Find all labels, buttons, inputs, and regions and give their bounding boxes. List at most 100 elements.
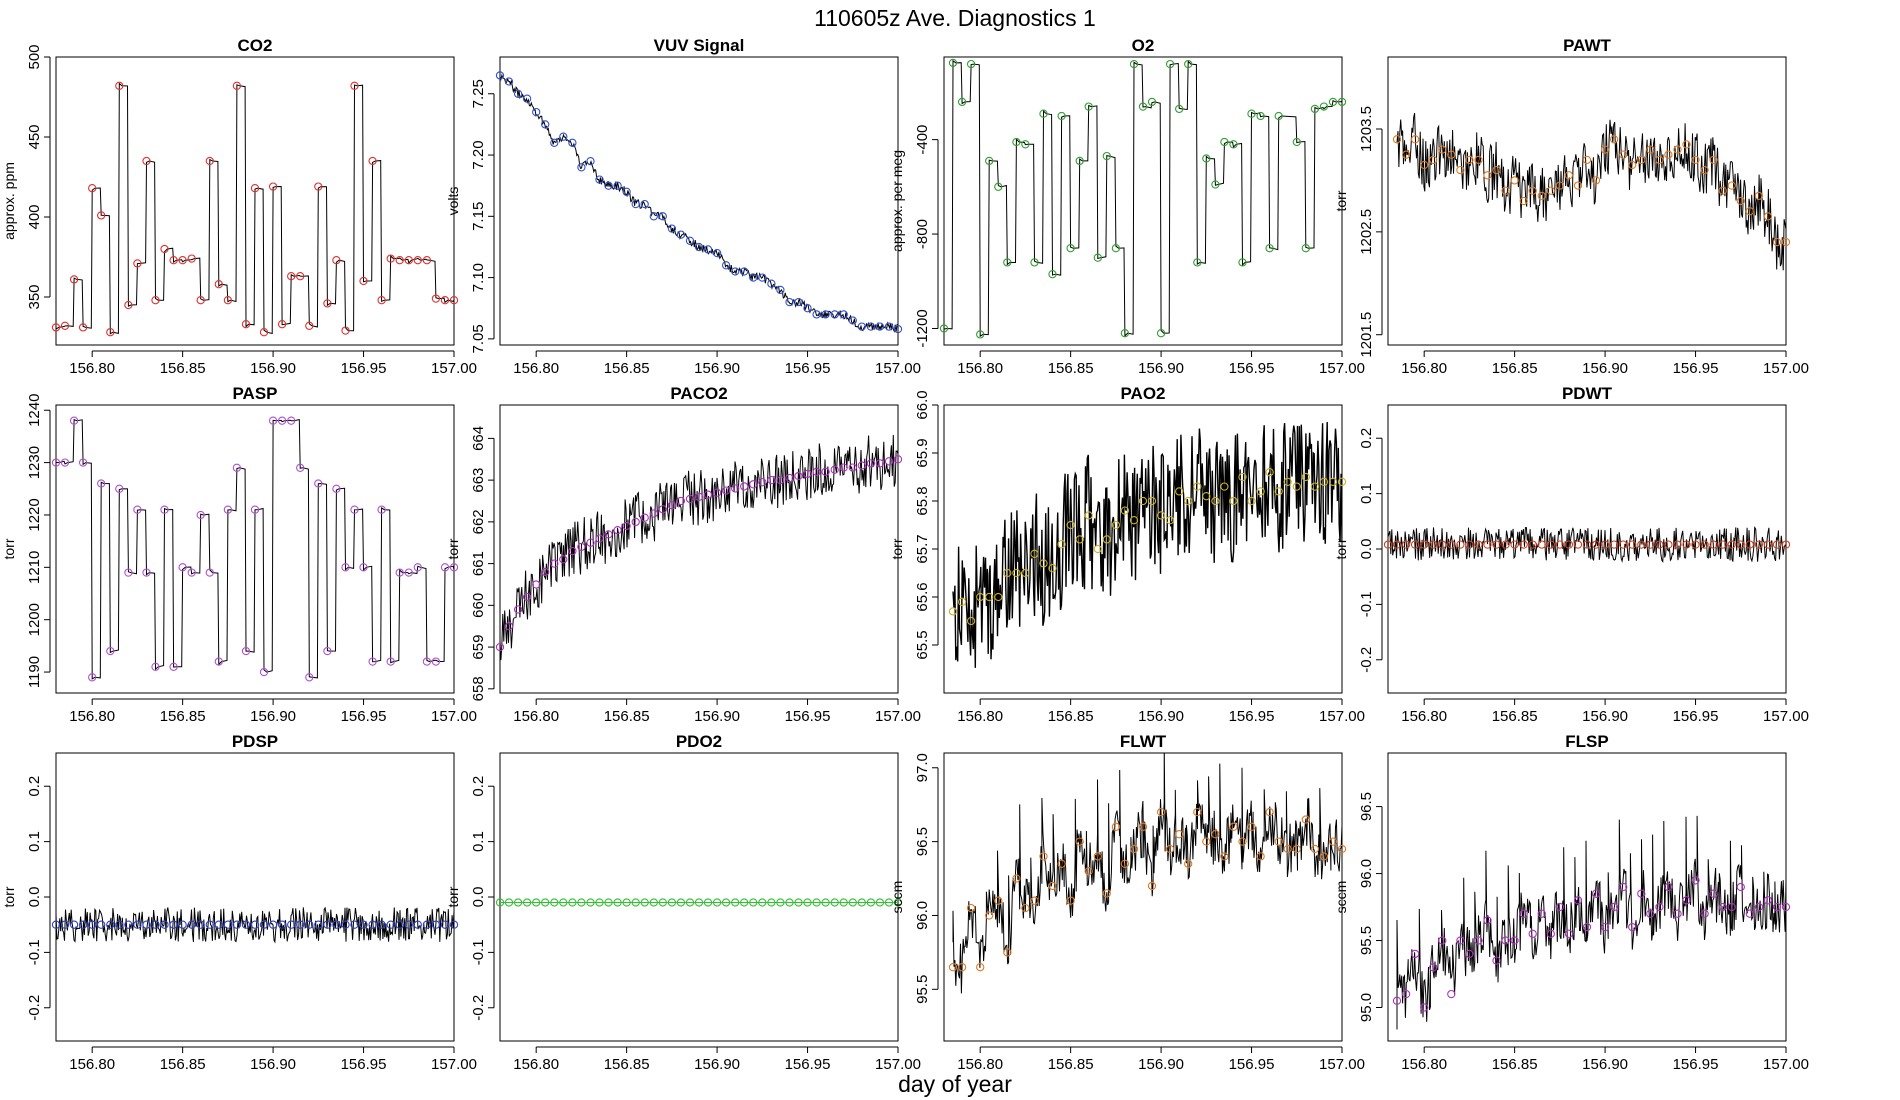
average-point [305,920,314,929]
average-point [821,467,830,476]
average-point [676,230,686,239]
average-point [595,534,604,543]
average-point [658,898,667,907]
panel-flwt: FLWT sccm 156.80 156.85 156.90 156.95 157.00 95… [889,732,1365,1073]
average-point [1102,535,1111,544]
average-point [794,898,803,907]
average-point [314,920,323,929]
average-point [178,256,187,265]
average-point [1093,852,1102,861]
average-point [1265,807,1274,817]
average-point [1591,540,1601,549]
y-axis-label: torr [1,886,17,907]
raw-trace [56,418,454,680]
average-point [1392,996,1402,1005]
average-point [875,459,885,468]
average-point [966,903,976,913]
average-point [1319,102,1329,111]
average-point [776,475,785,485]
panel-pao2: PAO2 torr 156.80 156.85 156.90 156.95 157.00 65… [889,384,1365,725]
average-point [568,898,577,907]
average-point [1555,540,1565,549]
average-point [1564,171,1574,180]
average-point [550,898,559,907]
average-point [685,236,695,245]
average-point [1039,559,1048,568]
x-tick-label: 157.00 [431,1056,477,1073]
average-point [1564,540,1574,549]
average-point [803,469,812,479]
average-point [1301,244,1310,253]
average-point [1718,540,1727,549]
average-point [568,138,577,147]
average-point [1655,902,1664,912]
average-point [449,296,459,305]
y-tick-label: -0.2 [1358,647,1375,673]
x-tick-label: 156.85 [1492,360,1538,377]
average-point [205,156,214,166]
average-point [550,559,559,568]
x-tick-label: 156.90 [694,708,740,725]
y-axis-label: volts [445,187,461,216]
x-tick-label: 156.90 [250,708,296,725]
average-point [994,896,1003,905]
average-point [323,646,332,656]
average-point [431,294,441,303]
panel-title: PASP [232,384,277,403]
average-point [857,322,866,331]
average-point [694,898,704,907]
x-tick-label: 157.00 [1763,360,1809,377]
panel-paco2: PACO2 torr 156.80 156.85 156.90 156.95 157.00 6… [445,384,921,725]
average-point [341,563,350,572]
average-point [178,563,187,572]
average-point [1202,492,1211,501]
average-point [866,898,876,907]
average-point [142,568,151,577]
average-point [712,898,722,907]
average-point [1628,540,1637,549]
average-point [767,279,776,288]
average-point [1392,540,1402,549]
x-tick-label: 157.00 [875,360,921,377]
average-point [305,321,314,330]
y-tick-label: 500 [26,44,43,69]
average-point [703,490,713,499]
average-point [69,416,79,425]
average-point [449,563,459,572]
average-point [1075,535,1084,544]
average-point [1057,859,1066,868]
average-point [1274,487,1283,496]
average-point [1193,258,1202,267]
average-point [649,898,658,907]
average-point [1628,160,1637,170]
average-point [1301,815,1310,824]
x-tick-label: 157.00 [1319,360,1365,377]
average-point [1609,540,1619,549]
average-point [613,526,622,535]
raw-trace [952,753,1342,994]
average-point [640,199,649,209]
average-point [1021,903,1030,913]
average-point [1537,909,1546,918]
average-point [1528,929,1537,938]
average-point [332,256,341,265]
average-point [948,963,958,972]
raw-trace [500,434,898,661]
average-point [803,898,812,907]
average-point [1256,487,1265,496]
x-tick-label: 156.85 [604,1056,650,1073]
average-point [223,296,233,305]
x-tick-label: 157.00 [875,708,921,725]
average-point [848,898,857,907]
average-point [884,322,894,331]
average-point [1546,929,1555,938]
average-point [839,463,848,472]
average-point [395,568,404,577]
average-point [631,199,640,209]
average-point [1337,477,1347,486]
y-tick-label: 1220 [26,498,43,531]
average-point [296,463,305,472]
average-point [332,484,341,493]
x-tick-label: 156.90 [250,360,296,377]
average-point [812,310,821,319]
